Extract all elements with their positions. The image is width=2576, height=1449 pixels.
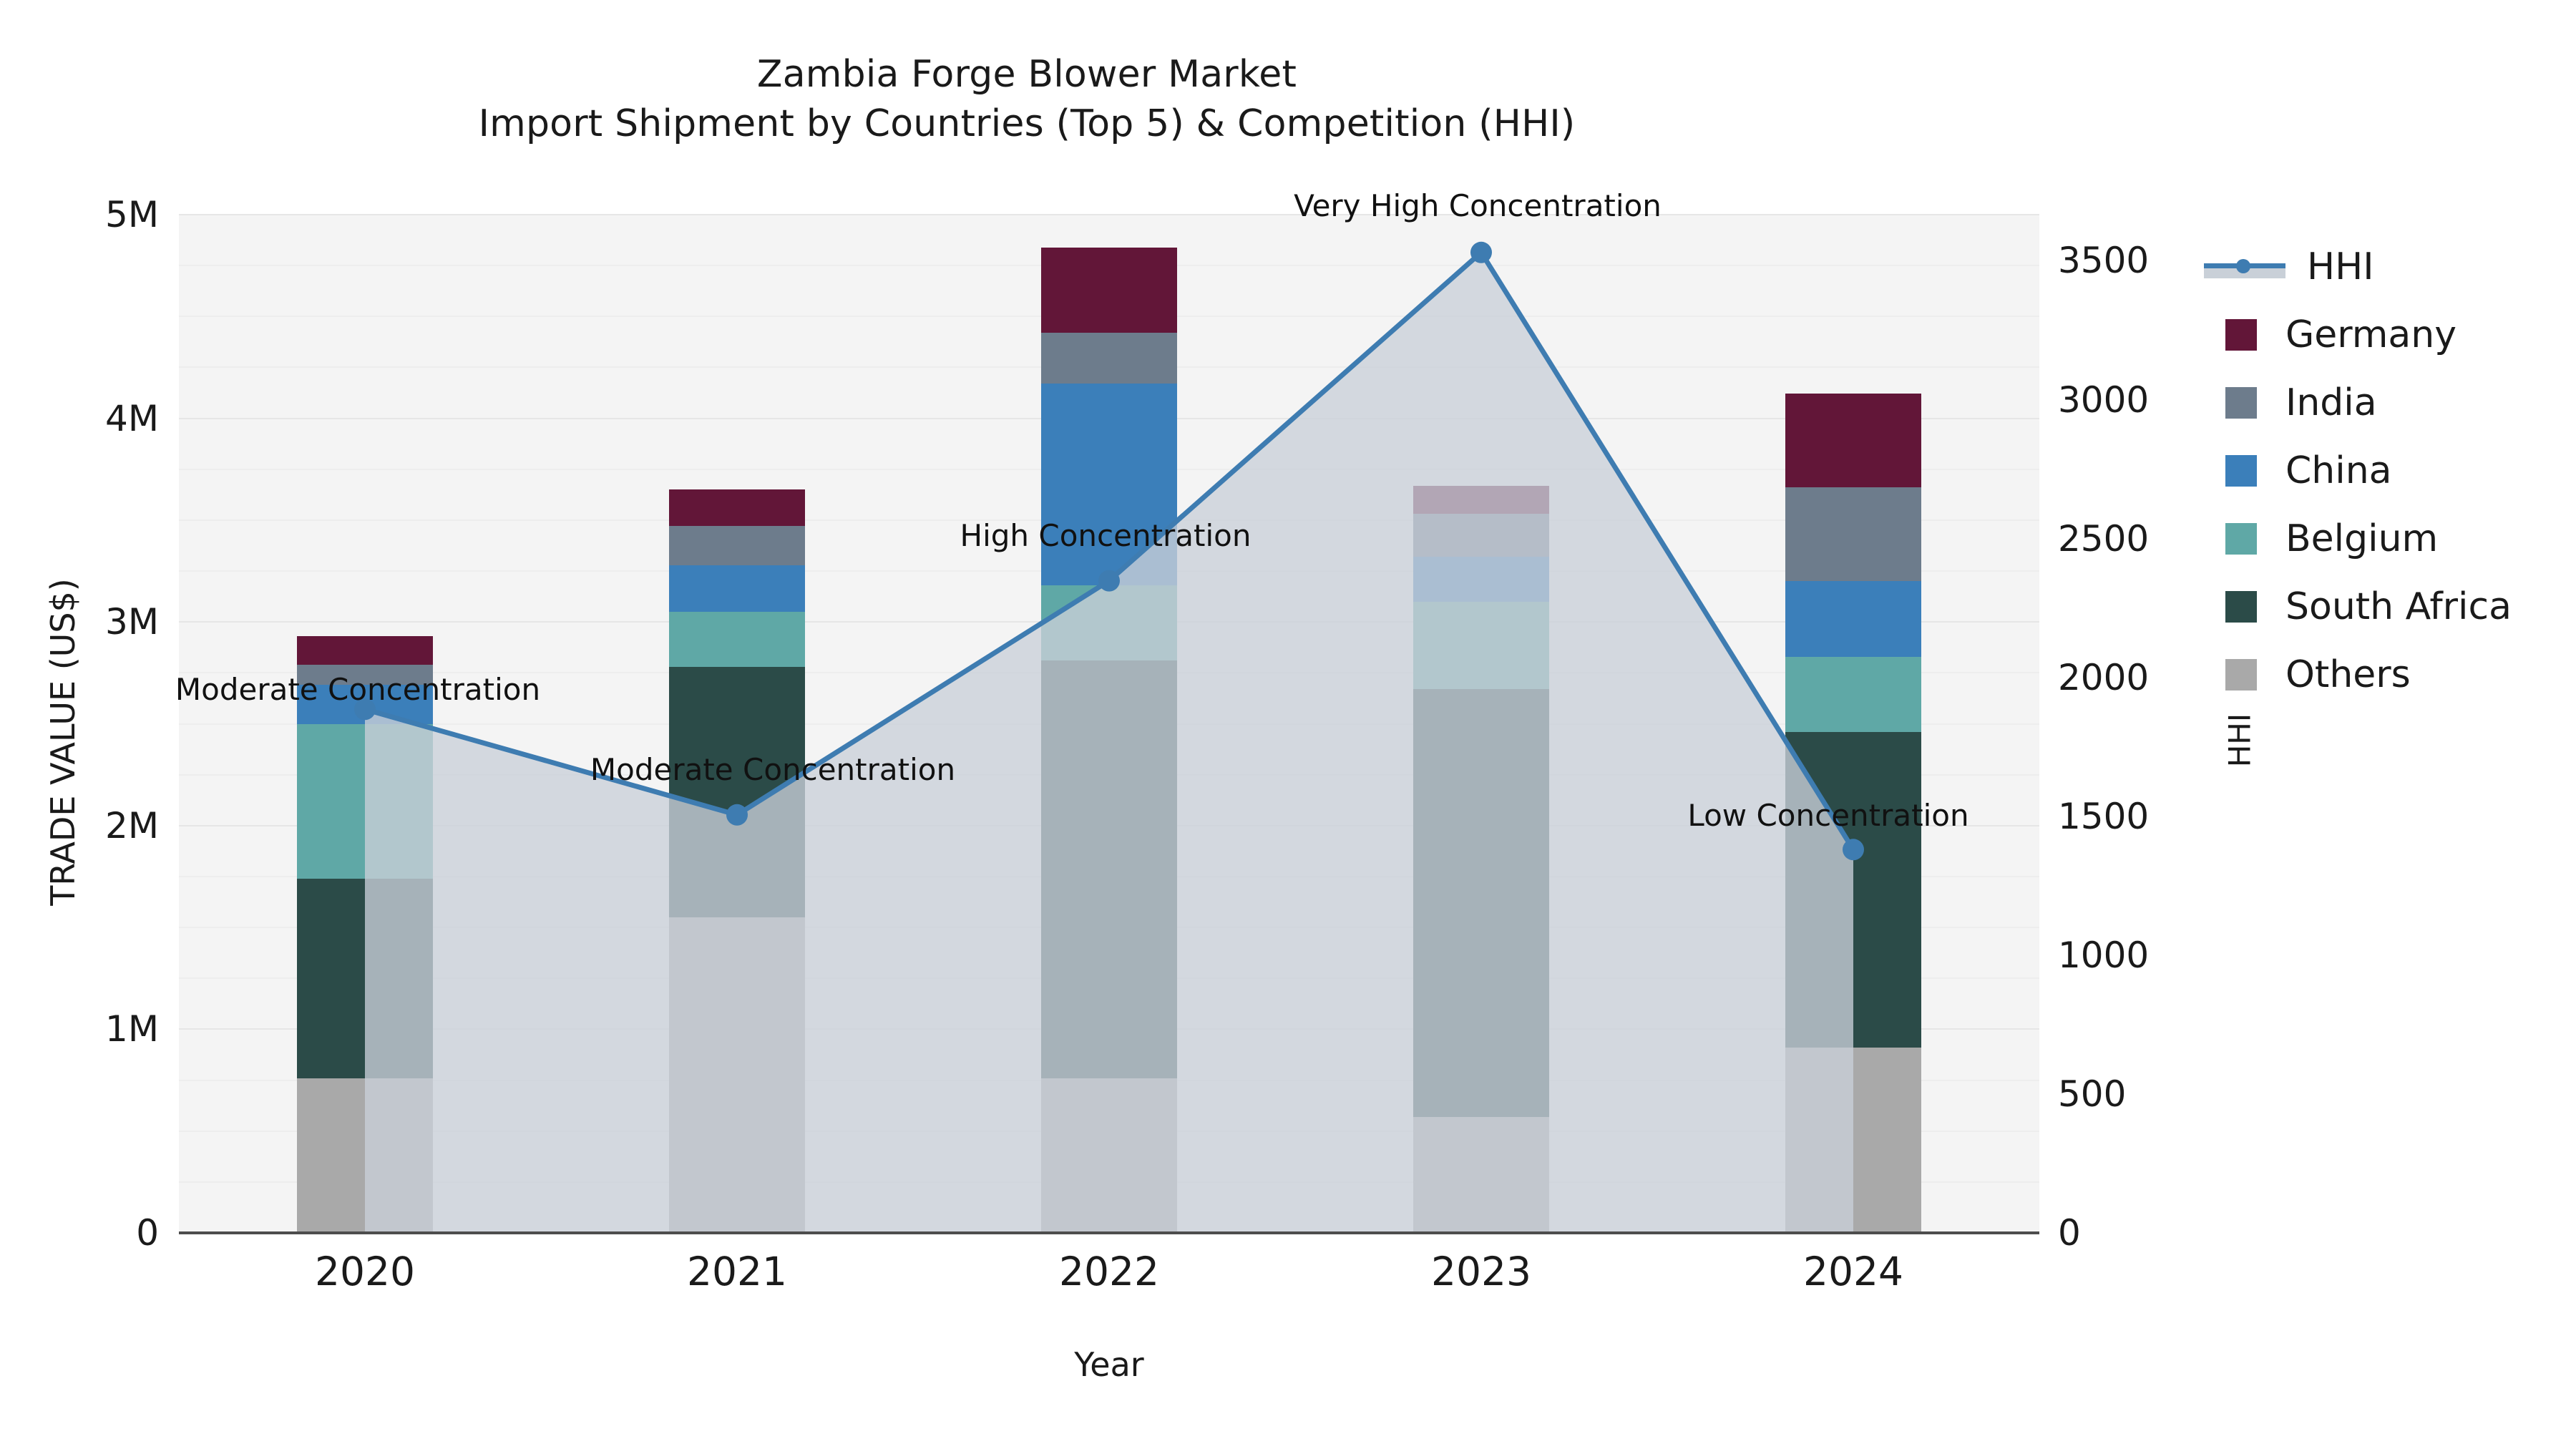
bar-segment-india[interactable] [1413,514,1549,557]
bar-segment-india[interactable] [1041,333,1177,384]
y-tick-right-0: 0 [2058,1212,2081,1254]
bar-segment-china[interactable] [1785,581,1921,657]
plot-area [179,214,2039,1234]
bar-segment-belgium[interactable] [297,723,433,879]
legend-item-hhi[interactable]: HHI [2204,233,2562,301]
legend-line-key-icon [2204,251,2285,283]
chart-title-line-2: Import Shipment by Countries (Top 5) & C… [478,102,1576,145]
y-tick-right-3500: 3500 [2058,240,2150,282]
legend-label: South Africa [2285,585,2512,628]
legend-color-swatch [2225,454,2257,487]
bar-segment-others[interactable] [1041,1078,1177,1233]
bar-group-2021[interactable] [669,215,805,1233]
legend-label: China [2285,449,2392,492]
bar-segment-germany[interactable] [669,489,805,527]
bar-segment-germany[interactable] [1785,394,1921,488]
bar-segment-south-africa[interactable] [297,878,433,1078]
y-tick-right-2500: 2500 [2058,517,2150,560]
bar-segment-south-africa[interactable] [669,666,805,917]
y-tick-right-500: 500 [2058,1073,2127,1115]
annotation-2023: Very High Concentration [1294,187,1662,223]
chart-legend: HHI Germany India China Belgium South Africa O… [2204,233,2562,708]
bar-segment-germany[interactable] [1041,247,1177,333]
legend-label: Germany [2285,313,2457,356]
bar-segment-germany[interactable] [1413,485,1549,514]
bar-segment-china[interactable] [1413,557,1549,602]
x-tick-2024: 2024 [1803,1249,1903,1294]
legend-label: India [2285,381,2377,424]
chart-title: Zambia Forge Blower Market Import Shipme… [0,50,2054,148]
bar-segment-south-africa[interactable] [1041,660,1177,1078]
legend-label: Others [2285,653,2411,696]
legend-item-germany[interactable]: Germany [2204,301,2562,369]
y-tick-left-5M: 5M [105,194,159,235]
legend-item-india[interactable]: India [2204,369,2562,436]
bar-segment-belgium[interactable] [1413,601,1549,690]
annotation-2022: High Concentration [960,517,1252,553]
legend-item-china[interactable]: China [2204,436,2562,504]
legend-color-swatch [2225,590,2257,623]
y-tick-left-3M: 3M [105,601,159,643]
bar-segment-belgium[interactable] [1785,656,1921,732]
legend-label: HHI [2307,245,2374,288]
bar-segment-others[interactable] [1413,1116,1549,1233]
bar-segment-india[interactable] [669,526,805,565]
y-axis-left-label: TRADE VALUE (US$) [44,578,82,906]
annotation-2021: Moderate Concentration [590,751,956,787]
gridline [179,214,2039,215]
y-tick-left-4M: 4M [105,397,159,439]
x-tick-2020: 2020 [315,1249,415,1294]
bar-segment-germany[interactable] [297,636,433,665]
bar-segment-belgium[interactable] [669,611,805,667]
annotation-2024: Low Concentration [1687,798,1969,834]
y-tick-right-1000: 1000 [2058,934,2150,976]
x-tick-2022: 2022 [1059,1249,1159,1294]
bar-segment-china[interactable] [669,565,805,612]
bar-group-2024[interactable] [1785,215,1921,1233]
bar-segment-others[interactable] [297,1078,433,1233]
legend-area-swatch [2204,268,2285,278]
annotation-2020: Moderate Concentration [175,672,541,708]
legend-color-swatch [2225,386,2257,419]
legend-item-south-africa[interactable]: South Africa [2204,572,2562,640]
legend-item-others[interactable]: Others [2204,640,2562,708]
y-tick-left-2M: 2M [105,804,159,847]
x-tick-2023: 2023 [1431,1249,1531,1294]
legend-marker-dot-icon [2236,258,2250,273]
bar-segment-india[interactable] [1785,487,1921,582]
legend-label: Belgium [2285,517,2439,560]
bar-group-2020[interactable] [297,215,433,1233]
legend-color-swatch [2225,522,2257,555]
bar-segment-belgium[interactable] [1041,585,1177,661]
bar-segment-south-africa[interactable] [1413,689,1549,1117]
y-tick-right-1500: 1500 [2058,795,2150,837]
bar-segment-others[interactable] [669,917,805,1233]
bar-segment-china[interactable] [1041,384,1177,585]
chart-title-line-1: Zambia Forge Blower Market [756,53,1297,96]
x-tick-2021: 2021 [687,1249,787,1294]
bar-segment-others[interactable] [1785,1048,1921,1233]
legend-color-swatch [2225,658,2257,691]
legend-color-swatch [2225,318,2257,351]
legend-item-belgium[interactable]: Belgium [2204,504,2562,572]
bar-group-2023[interactable] [1413,215,1549,1233]
x-axis-label: Year [1074,1345,1144,1384]
bar-segment-south-africa[interactable] [1785,731,1921,1048]
bar-group-2022[interactable] [1041,215,1177,1233]
x-axis-line [179,1231,2039,1234]
y-tick-right-2000: 2000 [2058,656,2150,698]
y-tick-left-0: 0 [136,1212,159,1254]
y-tick-right-3000: 3000 [2058,379,2150,421]
y-tick-left-1M: 1M [105,1008,159,1050]
